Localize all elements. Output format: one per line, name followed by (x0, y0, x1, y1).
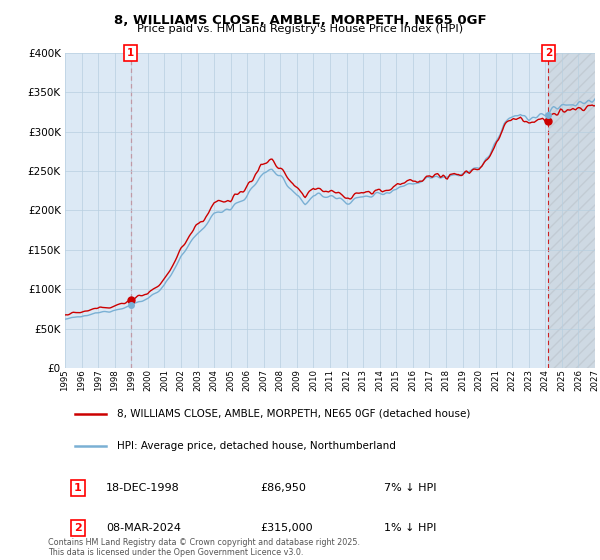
Text: 18-DEC-1998: 18-DEC-1998 (106, 483, 180, 493)
Bar (548, 53, 595, 368)
Text: Price paid vs. HM Land Registry's House Price Index (HPI): Price paid vs. HM Land Registry's House … (137, 24, 463, 34)
Text: 2: 2 (545, 48, 552, 58)
Text: 8, WILLIAMS CLOSE, AMBLE, MORPETH, NE65 0GF: 8, WILLIAMS CLOSE, AMBLE, MORPETH, NE65 … (113, 14, 487, 27)
Text: 1: 1 (74, 483, 82, 493)
Text: £315,000: £315,000 (261, 523, 313, 533)
Text: 08-MAR-2024: 08-MAR-2024 (106, 523, 181, 533)
Text: 8, WILLIAMS CLOSE, AMBLE, MORPETH, NE65 0GF (detached house): 8, WILLIAMS CLOSE, AMBLE, MORPETH, NE65 … (116, 409, 470, 419)
Text: 1: 1 (127, 48, 134, 58)
Text: 7% ↓ HPI: 7% ↓ HPI (385, 483, 437, 493)
Text: 1% ↓ HPI: 1% ↓ HPI (385, 523, 437, 533)
Text: Contains HM Land Registry data © Crown copyright and database right 2025.
This d: Contains HM Land Registry data © Crown c… (48, 538, 360, 557)
Text: HPI: Average price, detached house, Northumberland: HPI: Average price, detached house, Nort… (116, 441, 395, 451)
Text: £86,950: £86,950 (261, 483, 307, 493)
Text: 2: 2 (74, 523, 82, 533)
